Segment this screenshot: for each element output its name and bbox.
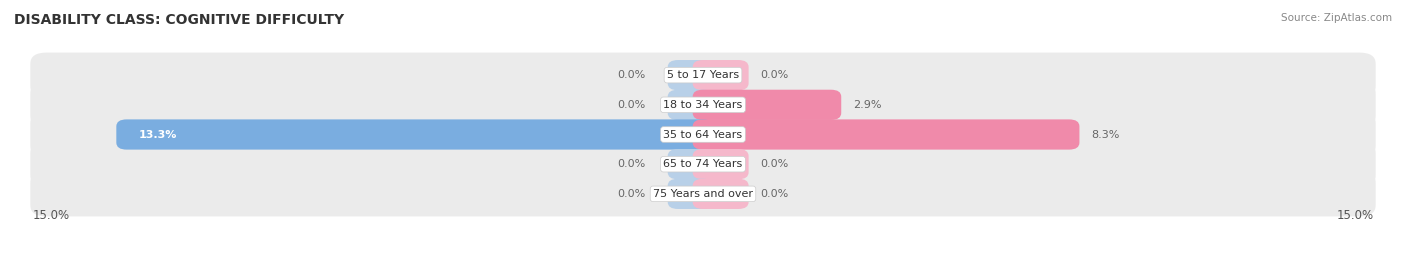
FancyBboxPatch shape [693, 119, 1080, 150]
FancyBboxPatch shape [31, 171, 1375, 217]
FancyBboxPatch shape [31, 52, 1375, 98]
Text: 75 Years and over: 75 Years and over [652, 189, 754, 199]
Text: 0.0%: 0.0% [617, 70, 645, 80]
FancyBboxPatch shape [693, 90, 841, 120]
Text: 5 to 17 Years: 5 to 17 Years [666, 70, 740, 80]
Text: 18 to 34 Years: 18 to 34 Years [664, 100, 742, 110]
Text: 13.3%: 13.3% [138, 129, 177, 140]
Text: DISABILITY CLASS: COGNITIVE DIFFICULTY: DISABILITY CLASS: COGNITIVE DIFFICULTY [14, 13, 344, 27]
Text: 0.0%: 0.0% [617, 100, 645, 110]
FancyBboxPatch shape [693, 60, 748, 90]
FancyBboxPatch shape [693, 179, 748, 209]
FancyBboxPatch shape [668, 179, 713, 209]
FancyBboxPatch shape [117, 119, 713, 150]
FancyBboxPatch shape [668, 149, 713, 179]
Text: 65 to 74 Years: 65 to 74 Years [664, 159, 742, 169]
FancyBboxPatch shape [31, 112, 1375, 157]
Text: 15.0%: 15.0% [1336, 209, 1374, 222]
Text: 0.0%: 0.0% [761, 189, 789, 199]
Text: 0.0%: 0.0% [617, 159, 645, 169]
Text: 15.0%: 15.0% [32, 209, 70, 222]
Text: 0.0%: 0.0% [761, 70, 789, 80]
Text: 0.0%: 0.0% [761, 159, 789, 169]
Text: Source: ZipAtlas.com: Source: ZipAtlas.com [1281, 13, 1392, 23]
FancyBboxPatch shape [31, 82, 1375, 128]
Text: 8.3%: 8.3% [1091, 129, 1119, 140]
FancyBboxPatch shape [693, 149, 748, 179]
Text: 35 to 64 Years: 35 to 64 Years [664, 129, 742, 140]
Text: 2.9%: 2.9% [853, 100, 882, 110]
Text: 0.0%: 0.0% [617, 189, 645, 199]
FancyBboxPatch shape [31, 141, 1375, 187]
FancyBboxPatch shape [668, 90, 713, 120]
FancyBboxPatch shape [668, 60, 713, 90]
